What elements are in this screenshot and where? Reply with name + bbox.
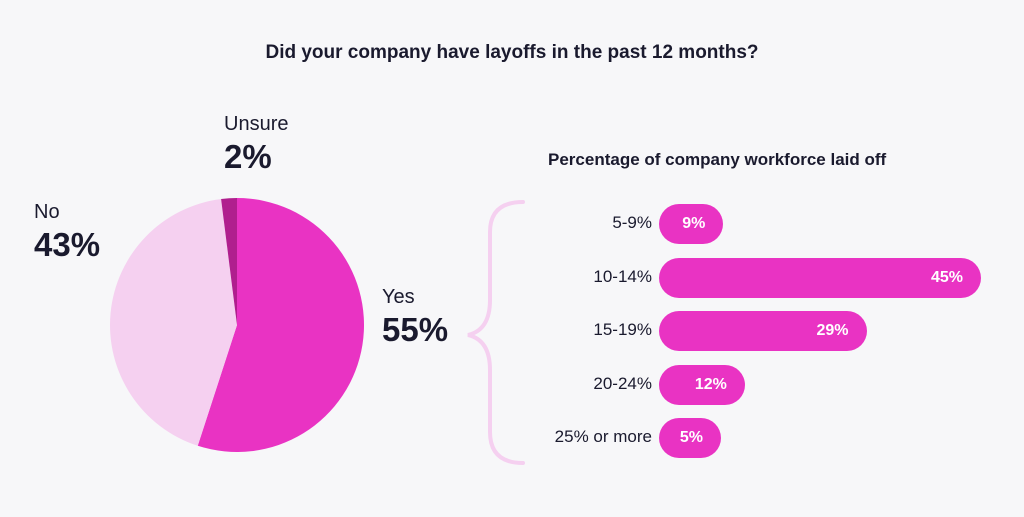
pie-label-yes-value: 55%: [382, 311, 449, 348]
pie-slice-unsure: [221, 198, 237, 325]
bar: 29%: [659, 311, 867, 351]
bar-value-label: 29%: [816, 322, 849, 339]
bar-category-label: 20-24%: [593, 373, 652, 393]
pie-label-no: No 43%: [34, 201, 100, 264]
pie-label-unsure-value: 2%: [224, 138, 272, 175]
pie-label-no-name: No: [34, 201, 60, 223]
bar-value-label: 5%: [679, 429, 703, 446]
bar: 45%: [659, 257, 981, 298]
bar-category-label: 25% or more: [554, 427, 652, 446]
bar: 12%: [659, 364, 745, 405]
bar-category-label: 10-14%: [593, 266, 652, 286]
bar: 9%: [659, 204, 724, 244]
bar: 5%: [659, 418, 721, 458]
pie-slice-yes: [197, 198, 365, 453]
bar-value-label: 12%: [694, 375, 727, 393]
pie-label-yes-name: Yes: [382, 286, 415, 308]
bar-value-label: 9%: [682, 215, 706, 232]
curly-brace: [467, 200, 525, 465]
bar-value-label: 45%: [930, 268, 963, 286]
bar-category-label: 15-19%: [593, 320, 652, 339]
pie-slice-no: [109, 199, 237, 446]
pie-label-unsure-name: Unsure: [224, 113, 289, 135]
bar-chart-title: Percentage of company workforce laid off: [548, 150, 887, 169]
chart-title: Did your company have layoffs in the pas…: [265, 42, 759, 63]
pie-label-no-value: 43%: [34, 226, 101, 263]
bar-category-label: 5-9%: [612, 213, 652, 232]
pie-label-yes: Yes 55%: [382, 286, 448, 349]
pie-label-unsure: Unsure 2%: [224, 113, 288, 176]
